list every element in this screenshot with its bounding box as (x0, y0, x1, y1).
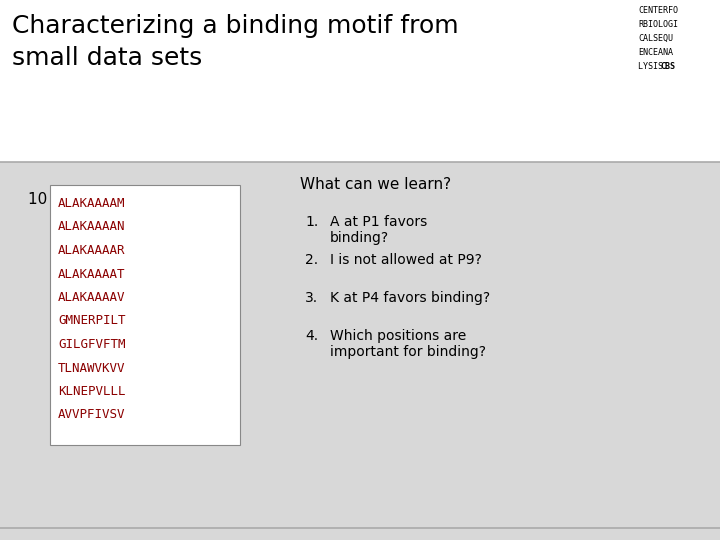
Text: CENTERFO: CENTERFO (638, 6, 678, 15)
Text: ALAKAAAAV: ALAKAAAAV (58, 291, 125, 304)
Text: small data sets: small data sets (12, 46, 202, 70)
Text: I is not allowed at P9?: I is not allowed at P9? (330, 253, 482, 267)
Text: K at P4 favors binding?: K at P4 favors binding? (330, 291, 490, 305)
Text: ENCEANA: ENCEANA (638, 48, 673, 57)
Text: AVVPFIVSV: AVVPFIVSV (58, 408, 125, 422)
Text: GILGFVFTM: GILGFVFTM (58, 338, 125, 351)
Text: ALAKAAAAN: ALAKAAAAN (58, 220, 125, 233)
Text: ALAKAAAAR: ALAKAAAAR (58, 244, 125, 257)
Text: CALSEQU: CALSEQU (638, 34, 673, 43)
Text: 3.: 3. (305, 291, 318, 305)
Text: TLNAWVKVV: TLNAWVKVV (58, 361, 125, 375)
Text: What can we learn?: What can we learn? (300, 177, 451, 192)
Text: ALAKAAAAM: ALAKAAAAM (58, 197, 125, 210)
Bar (0, 0, 720, 162)
Text: 4.: 4. (305, 329, 318, 343)
Text: GMNERPILT: GMNERPILT (58, 314, 125, 327)
Text: 2.: 2. (305, 253, 318, 267)
Text: Characterizing a binding motif from: Characterizing a binding motif from (12, 14, 459, 38)
Text: Which positions are: Which positions are (330, 329, 467, 343)
Text: binding?: binding? (330, 231, 389, 245)
Text: A at P1 favors: A at P1 favors (330, 215, 427, 229)
Text: LYSIS: LYSIS (638, 62, 668, 71)
Text: ALAKAAAAT: ALAKAAAAT (58, 267, 125, 280)
Text: KLNEPVLLL: KLNEPVLLL (58, 385, 125, 398)
Text: 1.: 1. (305, 215, 318, 229)
Bar (50, 185, 240, 445)
Text: CBS: CBS (660, 62, 675, 71)
Text: RBIOLOGI: RBIOLOGI (638, 20, 678, 29)
Text: 10 MHC restricted peptides: 10 MHC restricted peptides (28, 192, 238, 207)
Text: important for binding?: important for binding? (330, 345, 486, 359)
